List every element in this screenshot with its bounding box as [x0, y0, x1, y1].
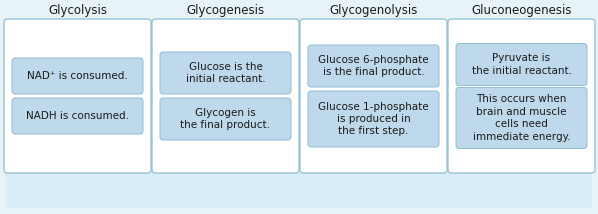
- FancyBboxPatch shape: [6, 173, 592, 208]
- FancyBboxPatch shape: [4, 19, 151, 173]
- Text: This occurs when
brain and muscle
cells need
immediate energy.: This occurs when brain and muscle cells …: [472, 94, 570, 142]
- FancyBboxPatch shape: [308, 91, 439, 147]
- Text: Glycolysis: Glycolysis: [48, 4, 107, 17]
- Text: Glucose 1-phosphate
is produced in
the first step.: Glucose 1-phosphate is produced in the f…: [318, 102, 429, 136]
- FancyBboxPatch shape: [448, 19, 595, 173]
- FancyBboxPatch shape: [308, 45, 439, 87]
- Text: Glycogenesis: Glycogenesis: [187, 4, 264, 17]
- FancyBboxPatch shape: [160, 98, 291, 140]
- Text: NADH is consumed.: NADH is consumed.: [26, 111, 129, 121]
- FancyBboxPatch shape: [12, 98, 143, 134]
- Text: NAD⁺ is consumed.: NAD⁺ is consumed.: [27, 71, 128, 81]
- Text: Glucose is the
initial reactant.: Glucose is the initial reactant.: [186, 62, 266, 84]
- Text: Glycogenolysis: Glycogenolysis: [329, 4, 417, 17]
- Text: Gluconeogenesis: Gluconeogenesis: [471, 4, 572, 17]
- Text: Glucose 6-phosphate
is the final product.: Glucose 6-phosphate is the final product…: [318, 55, 429, 77]
- FancyBboxPatch shape: [456, 43, 587, 86]
- FancyBboxPatch shape: [12, 58, 143, 94]
- FancyBboxPatch shape: [160, 52, 291, 94]
- Text: Pyruvate is
the initial reactant.: Pyruvate is the initial reactant.: [471, 53, 572, 76]
- FancyBboxPatch shape: [456, 88, 587, 149]
- Text: Glycogen is
the final product.: Glycogen is the final product.: [181, 108, 270, 130]
- FancyBboxPatch shape: [300, 19, 447, 173]
- FancyBboxPatch shape: [152, 19, 299, 173]
